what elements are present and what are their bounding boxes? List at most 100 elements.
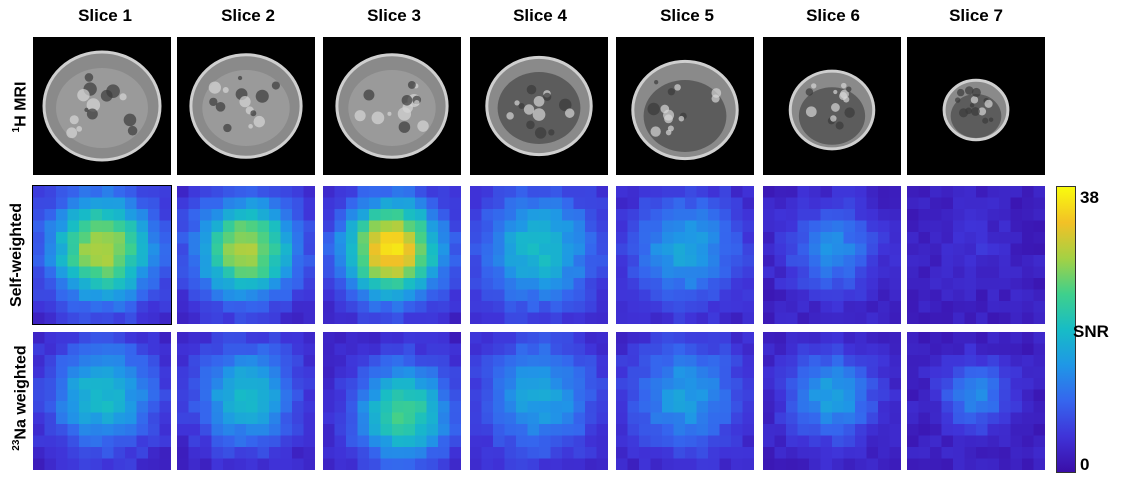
snr-voxel [527, 266, 540, 279]
snr-voxel [369, 412, 381, 425]
snr-voxel [125, 412, 137, 425]
snr-voxel [685, 366, 697, 379]
snr-voxel [1033, 301, 1045, 313]
snr-voxel [380, 435, 393, 448]
snr-voxel [346, 197, 358, 210]
snr-voxel [878, 378, 890, 390]
snr-voxel [987, 389, 1000, 402]
snr-voxel [516, 343, 528, 356]
snr-voxel [323, 301, 335, 313]
snr-voxel [102, 209, 114, 221]
snr-voxel [269, 412, 281, 425]
snr-voxel [102, 435, 114, 448]
snr-voxel [930, 220, 942, 233]
snr-voxel [627, 332, 640, 344]
snr-voxel [1010, 343, 1023, 356]
snr-voxel [269, 266, 281, 279]
snr-voxel [673, 312, 686, 324]
snr-voxel [964, 401, 977, 413]
snr-voxel [113, 209, 126, 221]
snr-voxel [889, 312, 901, 324]
snr-voxel [234, 220, 247, 233]
snr-voxel [211, 355, 224, 367]
snr-voxel [763, 289, 775, 302]
snr-voxel [976, 343, 988, 356]
snr-voxel [999, 301, 1011, 313]
snr-voxel [889, 343, 901, 356]
snr-voxel [866, 435, 879, 448]
snr-voxel [855, 186, 867, 198]
snr-voxel [1033, 355, 1045, 367]
snr-voxel [843, 220, 856, 233]
snr-voxel [303, 424, 315, 436]
snr-voxel [369, 220, 381, 233]
snr-voxel [403, 343, 416, 356]
snr-voxel [90, 278, 103, 290]
snr-voxel [246, 197, 258, 210]
snr-voxel [878, 355, 890, 367]
snr-voxel [797, 186, 810, 198]
snr-voxel [211, 301, 224, 313]
snr-voxel [809, 355, 821, 367]
snr-voxel [493, 412, 505, 425]
snr-voxel [415, 232, 427, 244]
snr-voxel [878, 343, 890, 356]
snr-voxel [257, 197, 270, 210]
snr-voxel [918, 243, 931, 256]
snr-voxel [797, 278, 810, 290]
snr-voxel [999, 447, 1011, 459]
snr-voxel [188, 343, 201, 356]
snr-voxel [673, 366, 686, 379]
snr-voxel [855, 366, 867, 379]
snr-voxel [269, 186, 281, 198]
snr-voxel [527, 435, 540, 448]
snr-voxel [627, 301, 640, 313]
snr-voxel [211, 458, 224, 470]
tissue-detail [840, 89, 849, 99]
snr-voxel [403, 220, 416, 233]
snr-voxel [269, 401, 281, 413]
snr-voxel [346, 401, 358, 413]
snr-voxel [797, 366, 810, 379]
snr-voxel [539, 343, 551, 356]
snr-voxel [573, 255, 586, 267]
snr-voxel [334, 401, 347, 413]
tissue-detail [811, 83, 817, 89]
snr-voxel [102, 243, 114, 256]
snr-voxel [33, 389, 45, 402]
snr-voxel [964, 435, 977, 448]
snr-voxel [650, 412, 663, 425]
snr-voxel [369, 401, 381, 413]
snr-voxel [673, 343, 686, 356]
snr-voxel [627, 312, 640, 324]
snr-voxel [786, 255, 798, 267]
snr-voxel [562, 412, 574, 425]
snr-voxel [470, 424, 482, 436]
snr-voxel [188, 355, 201, 367]
snr-voxel [269, 220, 281, 233]
snr-voxel [731, 401, 743, 413]
snr-voxel [999, 343, 1011, 356]
snr-voxel [1022, 209, 1034, 221]
snr-voxel [786, 266, 798, 279]
snr-voxel [596, 197, 608, 210]
snr-voxel [999, 266, 1011, 279]
snr-voxel [403, 209, 416, 221]
snr-voxel [953, 186, 965, 198]
snr-voxel [964, 232, 977, 244]
snr-voxel [742, 209, 754, 221]
snr-voxel [918, 332, 931, 344]
snr-voxel [907, 278, 919, 290]
snr-voxel [449, 366, 461, 379]
tissue-detail [398, 121, 411, 133]
snr-voxel [188, 243, 201, 256]
snr-voxel [832, 355, 844, 367]
snr-voxel [616, 289, 628, 302]
snr-voxel [685, 378, 697, 390]
snr-voxel [1033, 343, 1045, 356]
snr-voxel [102, 197, 114, 210]
snr-voxel [56, 355, 68, 367]
snr-voxel [357, 401, 370, 413]
snr-voxel [964, 220, 977, 233]
snr-voxel [1022, 389, 1034, 402]
